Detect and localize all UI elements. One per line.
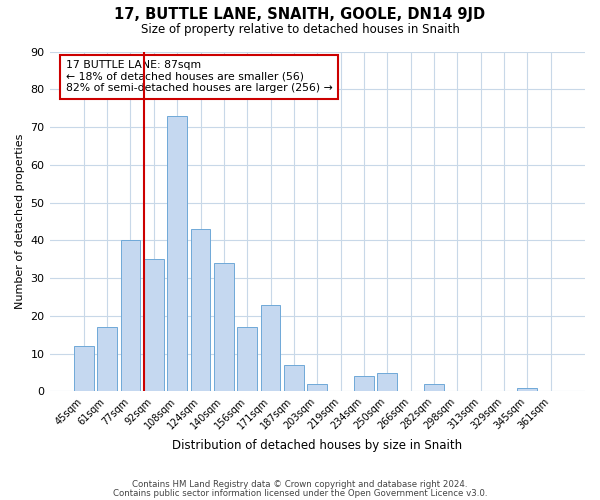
Bar (121, 240, 140, 392)
Text: 17, BUTTLE LANE, SNAITH, GOOLE, DN14 9JD: 17, BUTTLE LANE, SNAITH, GOOLE, DN14 9JD (115, 8, 485, 22)
Bar (191, 229, 211, 392)
Text: Size of property relative to detached houses in Snaith: Size of property relative to detached ho… (140, 22, 460, 36)
Text: Contains HM Land Registry data © Crown copyright and database right 2024.: Contains HM Land Registry data © Crown c… (132, 480, 468, 489)
Bar (167, 116, 187, 392)
Bar (260, 304, 280, 392)
Bar (517, 388, 538, 392)
Bar (307, 384, 327, 392)
Bar (424, 384, 444, 392)
Bar (144, 259, 164, 392)
Bar (377, 372, 397, 392)
Y-axis label: Number of detached properties: Number of detached properties (15, 134, 25, 309)
Text: Contains public sector information licensed under the Open Government Licence v3: Contains public sector information licen… (113, 488, 487, 498)
Bar (97, 327, 117, 392)
Bar (284, 365, 304, 392)
Bar (74, 346, 94, 392)
Bar (238, 327, 257, 392)
Bar (354, 376, 374, 392)
Bar (214, 263, 234, 392)
Text: 17 BUTTLE LANE: 87sqm
← 18% of detached houses are smaller (56)
82% of semi-deta: 17 BUTTLE LANE: 87sqm ← 18% of detached … (65, 60, 332, 93)
X-axis label: Distribution of detached houses by size in Snaith: Distribution of detached houses by size … (172, 440, 463, 452)
